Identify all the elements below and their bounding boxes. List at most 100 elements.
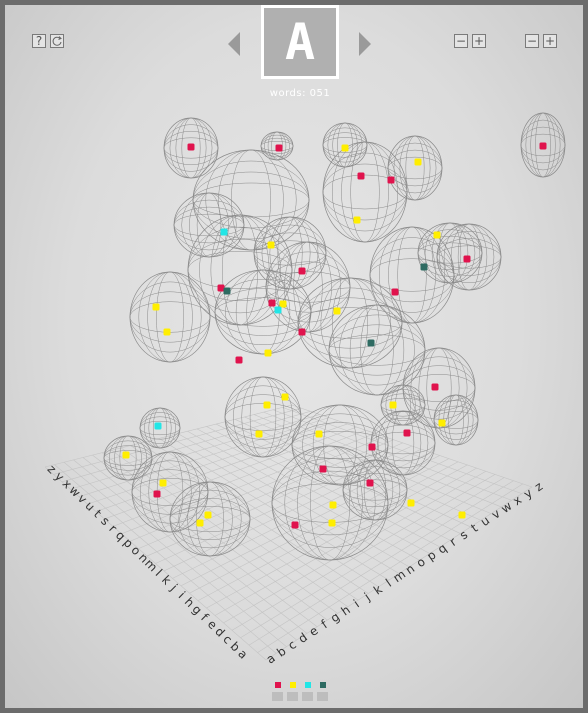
word-marker[interactable] (274, 306, 282, 314)
word-marker[interactable] (389, 401, 397, 409)
word-marker[interactable] (368, 443, 376, 451)
word-marker[interactable] (463, 255, 471, 263)
axis-right-label: l (383, 576, 394, 589)
word-marker[interactable] (223, 287, 231, 295)
grid-line (63, 461, 287, 647)
legend-swatch-red[interactable] (272, 682, 283, 701)
wire-bubble (103, 435, 153, 481)
wireframe-bubbles (103, 112, 566, 561)
word-markers (122, 142, 547, 529)
word-marker[interactable] (438, 419, 446, 427)
grid-line (197, 461, 459, 601)
axis-right-label: z (532, 479, 545, 494)
wire-bubble (328, 304, 426, 396)
word-marker[interactable] (458, 511, 466, 519)
word-marker[interactable] (367, 339, 375, 347)
word-marker[interactable] (431, 383, 439, 391)
zoom-minus-button[interactable]: − (454, 34, 468, 48)
axis-right-label: p (424, 548, 438, 564)
word-marker[interactable] (420, 263, 428, 271)
word-marker[interactable] (328, 519, 336, 527)
word-marker[interactable] (357, 172, 365, 180)
word-marker[interactable] (387, 176, 395, 184)
refresh-button[interactable] (50, 34, 64, 48)
legend-swatch-cyan[interactable] (302, 682, 313, 701)
word-marker[interactable] (414, 158, 422, 166)
word-marker[interactable] (341, 144, 349, 152)
axis-right-label: j (361, 590, 373, 604)
wire-bubble (322, 141, 408, 243)
grid-line (130, 445, 359, 601)
word-marker[interactable] (391, 288, 399, 296)
word-marker[interactable] (154, 422, 162, 430)
wire-bubble (169, 481, 251, 557)
wire-bubble (291, 404, 389, 486)
word-marker[interactable] (329, 501, 337, 509)
word-marker[interactable] (333, 307, 341, 315)
word-marker[interactable] (268, 299, 276, 307)
word-marker[interactable] (267, 241, 275, 249)
legend-dot (289, 682, 296, 688)
axis-right-label: o (414, 555, 428, 571)
word-marker[interactable] (407, 499, 415, 507)
word-marker[interactable] (204, 511, 212, 519)
grid-line (248, 480, 514, 646)
size-plus-button[interactable]: + (543, 34, 557, 48)
legend-swatch-yellow[interactable] (287, 682, 298, 701)
axis-left-label: j (167, 581, 180, 594)
word-marker[interactable] (353, 216, 361, 224)
wire-bubble (297, 277, 403, 369)
word-marker[interactable] (220, 228, 228, 236)
axis-right-label: s (457, 527, 470, 542)
current-letter-box: A (261, 5, 339, 79)
next-letter-arrow-icon[interactable] (359, 32, 371, 56)
word-marker[interactable] (264, 349, 272, 357)
word-marker[interactable] (163, 328, 171, 336)
wire-bubble (520, 112, 566, 178)
word-marker[interactable] (315, 430, 323, 438)
axis-right-label: u (478, 513, 492, 529)
word-marker[interactable] (298, 328, 306, 336)
grid-line (101, 452, 328, 621)
word-marker[interactable] (281, 393, 289, 401)
word-marker[interactable] (539, 142, 547, 150)
word-marker[interactable] (366, 479, 374, 487)
word-marker[interactable] (122, 451, 130, 459)
word-marker[interactable] (433, 231, 441, 239)
word-marker[interactable] (275, 144, 283, 152)
axis-right-label: y (521, 486, 535, 502)
size-minus-button[interactable]: − (525, 34, 539, 48)
grid-line (168, 435, 400, 574)
word-marker[interactable] (153, 490, 161, 498)
wire-bubble (369, 226, 455, 324)
grid-line (265, 486, 533, 661)
word-marker[interactable] (403, 429, 411, 437)
axis-left-label: s (98, 514, 112, 528)
wire-bubble (433, 394, 479, 446)
axis-right-label: x (510, 493, 524, 509)
word-marker[interactable] (298, 267, 306, 275)
word-marker[interactable] (235, 356, 243, 364)
word-marker[interactable] (187, 143, 195, 151)
grid-line (139, 442, 369, 594)
word-marker[interactable] (196, 519, 204, 527)
zoom-plus-button[interactable]: + (472, 34, 486, 48)
word-marker[interactable] (152, 303, 160, 311)
legend-swatch-teal[interactable] (317, 682, 328, 701)
word-marker[interactable] (319, 465, 327, 473)
word-marker[interactable] (279, 300, 287, 308)
legend-slot (317, 692, 328, 701)
word-marker[interactable] (255, 430, 263, 438)
axis-left-label: k (159, 573, 174, 588)
wire-bubble (417, 222, 483, 284)
help-button[interactable]: ? (32, 34, 46, 48)
word-marker[interactable] (159, 479, 167, 487)
previous-letter-arrow-icon[interactable] (228, 32, 240, 56)
word-marker[interactable] (217, 284, 225, 292)
word-marker[interactable] (263, 401, 271, 409)
grid-line (54, 464, 277, 654)
word-count-label: words: 051 (269, 88, 331, 99)
word-marker[interactable] (291, 521, 299, 529)
